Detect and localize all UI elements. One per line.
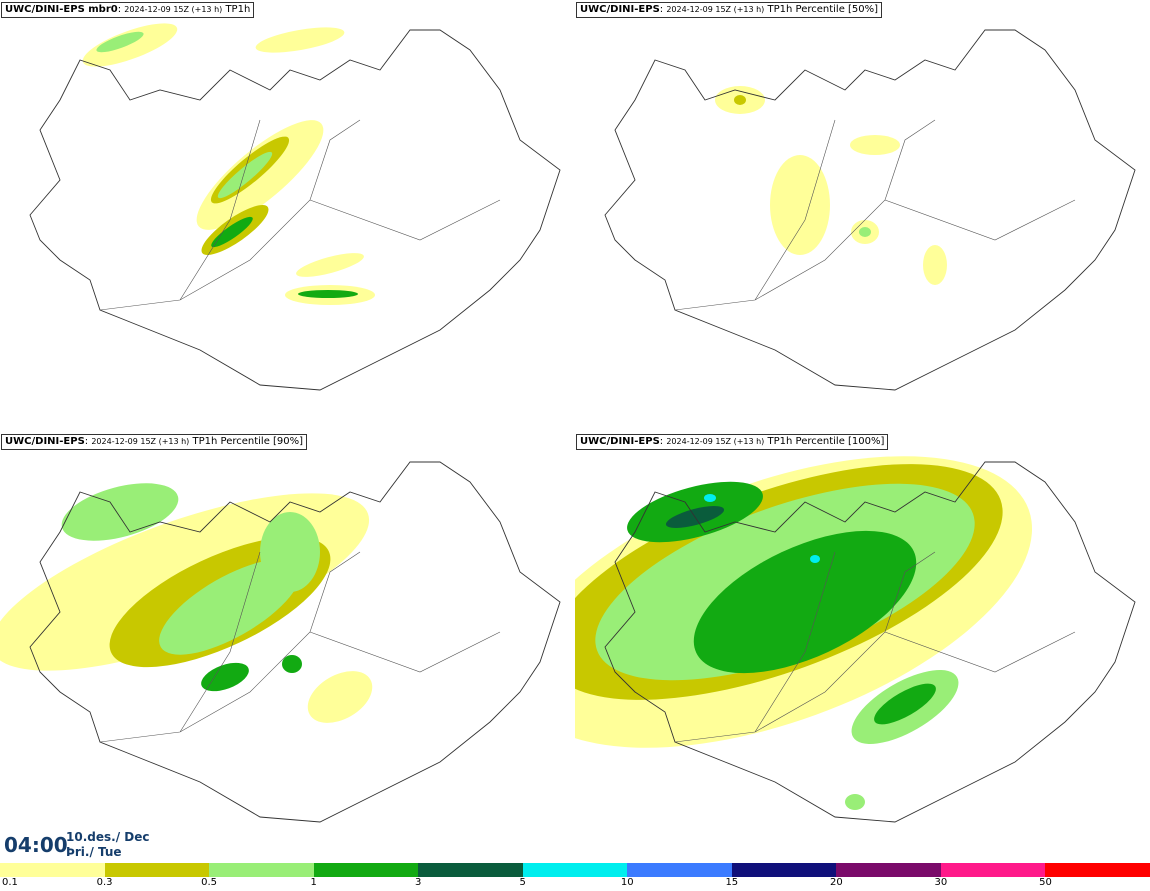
colorbar-segment <box>627 863 732 877</box>
roads <box>674 551 1076 743</box>
precip-shading <box>575 456 1033 810</box>
valid-weekday: Þri./ Tue <box>66 845 122 859</box>
colorbar-segment <box>522 863 628 877</box>
coastline <box>604 461 1136 823</box>
colorbar-segment <box>209 863 314 877</box>
precip-map <box>0 461 561 823</box>
precip-map <box>29 23 561 391</box>
colorbar-segment <box>0 863 105 877</box>
map-panel-mbr0: UWC/DINI-EPS mbr0: 2024-12-09 15Z (+13 h… <box>0 0 575 432</box>
precip-map <box>575 456 1136 823</box>
roads <box>99 119 501 311</box>
colorbar-label: 0.5 <box>201 877 218 888</box>
colorbar-segment <box>313 863 419 877</box>
precip-shading <box>715 86 947 285</box>
panel-title: UWC/DINI-EPS: 2024-12-09 15Z (+13 h) TP1… <box>576 434 889 450</box>
colorbar-label: 1 <box>310 877 317 888</box>
map-panel-p90: UWC/DINI-EPS: 2024-12-09 15Z (+13 h) TP1… <box>0 432 575 864</box>
colorbar-label: 5 <box>519 877 526 888</box>
coastline <box>29 461 561 823</box>
colorbar-segment <box>731 863 837 877</box>
colorbar-segment <box>1045 863 1150 877</box>
coastline <box>29 29 561 391</box>
panel-title: UWC/DINI-EPS: 2024-12-09 15Z (+13 h) TP1… <box>576 2 883 18</box>
colorbar-segment <box>940 863 1046 877</box>
colorbar-label: 20 <box>829 877 843 888</box>
colorbar-label: 50 <box>1039 877 1052 888</box>
colorbar-label: 10 <box>620 877 634 888</box>
colorbar-label: 3 <box>414 877 422 888</box>
colorbar-labels: 0.1 0.3 0.5 1 3 5 10 15 20 30 50 <box>0 877 1150 891</box>
map-panel-p100: UWC/DINI-EPS: 2024-12-09 15Z (+13 h) TP1… <box>575 432 1150 864</box>
valid-time-box: 04:00 10.des./ Dec Þri./ Tue <box>0 825 150 863</box>
panel-title: UWC/DINI-EPS mbr0: 2024-12-09 15Z (+13 h… <box>1 2 255 18</box>
panel-title: UWC/DINI-EPS: 2024-12-09 15Z (+13 h) TP1… <box>1 434 308 450</box>
valid-time: 04:00 <box>4 833 68 857</box>
colorbar-label: 0.1 <box>2 877 18 888</box>
map-panel-p50: UWC/DINI-EPS: 2024-12-09 15Z (+13 h) TP1… <box>575 0 1150 432</box>
coastline <box>604 29 1136 391</box>
colorbar-label: 15 <box>725 877 739 888</box>
colorbar-segment <box>418 863 523 877</box>
roads <box>99 551 501 743</box>
colorbar <box>0 863 1150 877</box>
precip-shading <box>0 483 373 723</box>
precip-shading <box>82 23 375 305</box>
valid-date: 10.des./ Dec <box>66 830 150 844</box>
colorbar-label: 0.3 <box>96 877 113 888</box>
precip-map <box>604 29 1136 391</box>
colorbar-segment <box>836 863 941 877</box>
roads <box>674 119 1076 311</box>
colorbar-label: 30 <box>934 877 948 888</box>
colorbar-segment <box>104 863 210 877</box>
